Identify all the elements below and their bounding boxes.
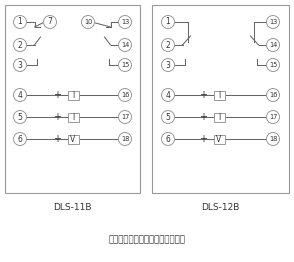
Text: 15: 15: [121, 62, 129, 68]
Text: 3: 3: [166, 61, 171, 69]
Bar: [68, 90, 78, 100]
Circle shape: [14, 111, 26, 123]
Circle shape: [161, 39, 175, 52]
Bar: [213, 112, 225, 122]
Circle shape: [118, 58, 131, 72]
Circle shape: [118, 133, 131, 145]
Text: 2: 2: [166, 41, 171, 50]
Text: 4: 4: [18, 90, 22, 100]
Text: 13: 13: [121, 19, 129, 25]
Circle shape: [118, 111, 131, 123]
Circle shape: [161, 133, 175, 145]
Text: 18: 18: [121, 136, 129, 142]
Circle shape: [14, 15, 26, 29]
Circle shape: [266, 111, 280, 123]
Text: +: +: [53, 112, 61, 122]
Text: 16: 16: [269, 92, 277, 98]
Circle shape: [266, 15, 280, 29]
Circle shape: [161, 15, 175, 29]
Text: V: V: [216, 134, 222, 144]
Circle shape: [266, 39, 280, 52]
Circle shape: [81, 15, 94, 29]
Text: 13: 13: [269, 19, 277, 25]
Text: 14: 14: [269, 42, 277, 48]
Circle shape: [161, 89, 175, 101]
Circle shape: [266, 133, 280, 145]
Text: 注：触点处在跳闸位置时的接线图: 注：触点处在跳闸位置时的接线图: [108, 236, 186, 244]
Text: 1: 1: [166, 18, 171, 26]
Bar: [213, 90, 225, 100]
Circle shape: [14, 58, 26, 72]
Text: 17: 17: [269, 114, 277, 120]
Circle shape: [161, 111, 175, 123]
Text: +: +: [53, 134, 61, 144]
Text: 6: 6: [166, 134, 171, 144]
Text: 16: 16: [121, 92, 129, 98]
Text: 5: 5: [18, 112, 22, 122]
Bar: [68, 112, 78, 122]
Text: 7: 7: [48, 18, 52, 26]
Text: +: +: [199, 112, 207, 122]
Text: I: I: [218, 112, 220, 122]
Circle shape: [118, 39, 131, 52]
Text: 2: 2: [18, 41, 22, 50]
Text: 15: 15: [269, 62, 277, 68]
Text: I: I: [218, 90, 220, 100]
Text: 5: 5: [166, 112, 171, 122]
Circle shape: [118, 89, 131, 101]
Circle shape: [14, 39, 26, 52]
Bar: [152, 5, 289, 193]
Text: 4: 4: [166, 90, 171, 100]
Circle shape: [14, 89, 26, 101]
Bar: [68, 134, 78, 144]
Text: 17: 17: [121, 114, 129, 120]
Circle shape: [14, 133, 26, 145]
Text: I: I: [72, 90, 74, 100]
Circle shape: [44, 15, 56, 29]
Text: 3: 3: [18, 61, 22, 69]
Text: 6: 6: [18, 134, 22, 144]
Circle shape: [161, 58, 175, 72]
Bar: [5, 5, 140, 193]
Text: I: I: [72, 112, 74, 122]
Text: V: V: [70, 134, 76, 144]
Circle shape: [266, 89, 280, 101]
Circle shape: [266, 58, 280, 72]
Text: DLS-12B: DLS-12B: [201, 203, 240, 212]
Text: +: +: [53, 90, 61, 100]
Text: 10: 10: [84, 19, 92, 25]
Text: +: +: [199, 90, 207, 100]
Text: 14: 14: [121, 42, 129, 48]
Text: 1: 1: [18, 18, 22, 26]
Circle shape: [118, 15, 131, 29]
Bar: [213, 134, 225, 144]
Text: 18: 18: [269, 136, 277, 142]
Text: +: +: [199, 134, 207, 144]
Text: DLS-11B: DLS-11B: [53, 203, 92, 212]
